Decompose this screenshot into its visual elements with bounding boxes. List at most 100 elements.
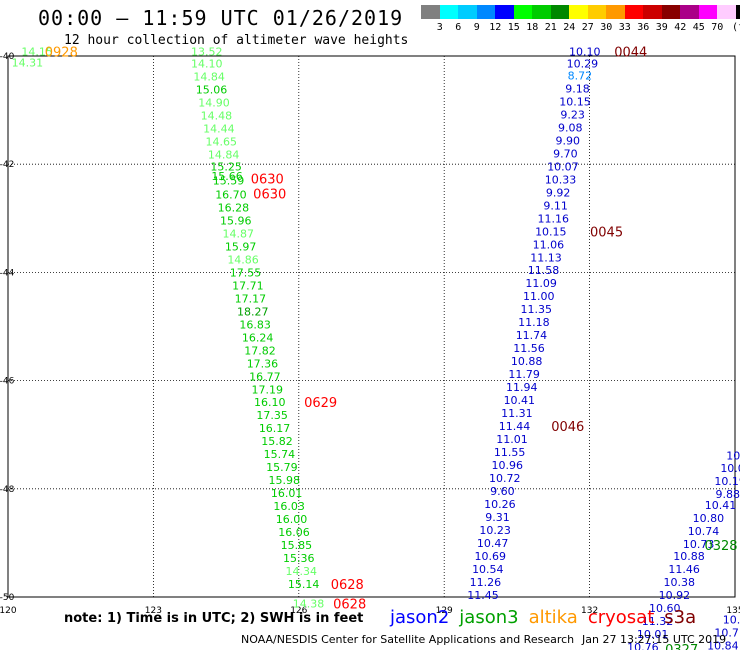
chart-subtitle: 12 hour collection of altimeter wave hei… <box>64 33 409 48</box>
generation-timestamp: Jan 27 13:27:15 UTC 2019 <box>582 633 727 646</box>
legend-label: 27 <box>581 22 594 33</box>
swh-value: 16.77 <box>249 370 281 383</box>
swh-value: 11.13 <box>530 251 562 264</box>
swh-value: 8.72 <box>568 69 593 82</box>
legend-label: 30 <box>600 22 613 33</box>
satellite-legend: jason2 jason3 altika cryosat s3a <box>390 607 706 628</box>
swh-value: 11.31 <box>501 407 533 420</box>
swh-value: 14.90 <box>198 97 230 110</box>
swh-value: 14.86 <box>227 253 259 266</box>
swh-value: 10.01 <box>637 628 669 641</box>
swh-value: 15.98 <box>269 474 301 487</box>
x-tick-label: 126 <box>290 606 307 616</box>
swh-value: 10.10 <box>569 46 601 59</box>
swh-value: 11.00 <box>523 290 555 303</box>
swh-value: 9.88 <box>715 488 740 501</box>
swh-value: 10. <box>726 449 740 462</box>
legend-swatch <box>698 5 718 19</box>
satellite-jason3: jason3 <box>459 607 519 628</box>
legend-swatch <box>439 5 459 19</box>
pass-time-label: 0044 <box>614 46 647 61</box>
swh-value: 11.56 <box>513 342 545 355</box>
swh-value: 10.3 <box>723 614 740 627</box>
legend-swatch <box>680 5 699 19</box>
legend-label: 12 <box>489 22 502 33</box>
swh-value: 10.33 <box>545 173 577 186</box>
swh-value: 15.96 <box>220 214 252 227</box>
plot-frame <box>7 55 736 598</box>
satellite-jason2: jason2 <box>390 607 450 628</box>
legend-swatch <box>458 5 477 19</box>
legend-label: 15 <box>507 22 520 33</box>
swh-value: 15.06 <box>196 84 228 97</box>
legend-swatch <box>661 5 681 19</box>
swh-value: 10.80 <box>693 512 725 525</box>
swh-value: 14.34 <box>285 565 317 578</box>
legend-label: 3 <box>436 22 443 33</box>
credit-line: NOAA/NESDIS Center for Satellite Applica… <box>241 633 575 646</box>
legend-swatch <box>624 5 644 19</box>
swh-value: 16.83 <box>239 318 271 331</box>
legend-unit: (ft) <box>731 22 740 33</box>
swh-value: 10.88 <box>511 355 543 368</box>
swh-value: 10.73 <box>683 538 715 551</box>
swh-value: 17.17 <box>235 292 267 305</box>
legend-label: 21 <box>544 22 557 33</box>
swh-value: 15.79 <box>266 461 298 474</box>
swh-value: 10.0 <box>720 462 740 475</box>
swh-value: 13.52 <box>191 46 223 59</box>
legend-label: 24 <box>563 22 576 33</box>
pass-time-label: 0045 <box>590 225 623 240</box>
swh-value: 10.69 <box>474 550 506 563</box>
swh-value: 10.23 <box>479 524 511 537</box>
swh-value: 11.46 <box>668 563 700 576</box>
pass-time-label: 0046 <box>551 420 584 435</box>
x-tick-label: 132 <box>581 606 598 616</box>
swh-value: 11.45 <box>467 589 499 602</box>
swh-value: 15.85 <box>281 539 313 552</box>
swh-value: 14.84 <box>208 148 240 161</box>
swh-value: 10.47 <box>477 537 509 550</box>
swh-value: 9.90 <box>556 134 581 147</box>
legend-label: 9 <box>473 22 480 33</box>
x-tick-label: 129 <box>436 606 453 616</box>
pass-time-label: 0630 <box>253 187 286 202</box>
legend-label: 6 <box>455 22 462 33</box>
swh-value: 11.06 <box>533 238 565 251</box>
legend-swatch <box>532 5 551 19</box>
footnote: note: 1) Time is in UTC; 2) SWH is in fe… <box>64 611 364 626</box>
legend-label: 33 <box>618 22 631 33</box>
swh-value: 15.36 <box>283 552 315 565</box>
swh-value: 16.24 <box>242 331 274 344</box>
swh-value: 16.17 <box>259 422 291 435</box>
legend-label: 70 <box>711 22 724 33</box>
swh-value: 10.38 <box>664 576 696 589</box>
swh-value: 14.44 <box>203 122 235 135</box>
swh-value: 9.11 <box>543 199 568 212</box>
pass-time-label: 0628 <box>331 578 364 593</box>
swh-value: 10.41 <box>504 394 536 407</box>
swh-value: 14.15 <box>21 46 53 59</box>
swh-value: 14.87 <box>222 227 254 240</box>
swh-value: 10.92 <box>659 589 691 602</box>
swh-value: 11.94 <box>506 381 538 394</box>
swh-value: 11.16 <box>538 212 570 225</box>
swh-value: 11.26 <box>470 576 502 589</box>
y-tick-label: -40 <box>0 52 15 62</box>
satellite-altika: altika <box>528 607 578 628</box>
legend-swatch <box>495 5 514 19</box>
legend-swatch <box>476 5 496 19</box>
legend-swatch <box>717 5 736 19</box>
swh-value: 11.55 <box>494 446 526 459</box>
pass-time-label: 0628 <box>333 597 366 612</box>
swh-value: 17.35 <box>256 409 288 422</box>
swh-value: 10.96 <box>491 459 523 472</box>
swh-value: 15.66 <box>211 170 243 183</box>
satellite-s3a: s3a <box>664 607 697 628</box>
swh-value: 14.84 <box>193 71 225 84</box>
swh-value: 10.88 <box>673 550 705 563</box>
y-tick-label: -44 <box>0 268 15 278</box>
swh-value: 10.29 <box>567 58 599 71</box>
swh-value: 17.71 <box>232 279 264 292</box>
